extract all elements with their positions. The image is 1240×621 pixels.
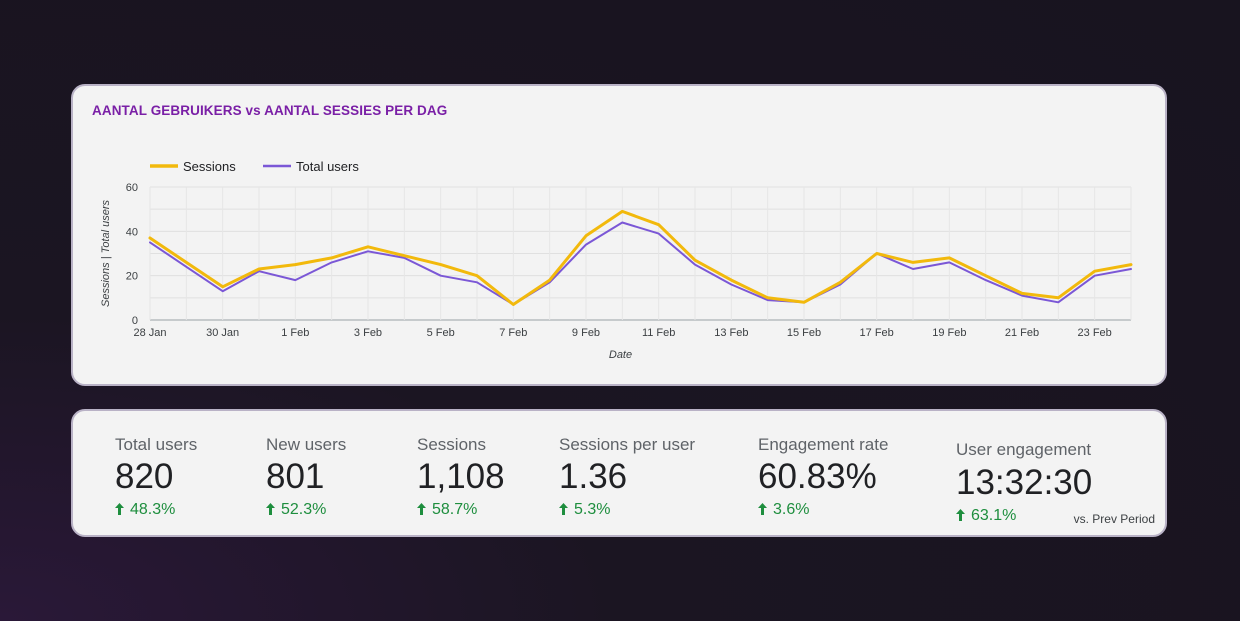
y-tick-label: 60 <box>126 182 138 194</box>
kpi-delta: 63.1% <box>956 507 1016 525</box>
y-tick-label: 40 <box>126 226 138 238</box>
kpi-delta: 3.6% <box>758 501 809 519</box>
chart-title: AANTAL GEBRUIKERS vs AANTAL SESSIES PER … <box>92 103 448 118</box>
kpi-scorecard: Total users 820 48.3% New users 801 52.3… <box>71 409 1167 537</box>
kpi-value: 1.36 <box>559 457 628 496</box>
kpi-label: New users <box>266 435 347 454</box>
arrow-up-icon <box>266 503 275 515</box>
kpi-value: 60.83% <box>758 457 877 496</box>
chart-card: AANTAL GEBRUIKERS vs AANTAL SESSIES PER … <box>71 84 1167 386</box>
kpi-delta-value: 52.3% <box>281 501 327 518</box>
x-tick-label: 7 Feb <box>499 327 527 339</box>
x-tick-label: 23 Feb <box>1078 327 1112 339</box>
arrow-up-icon <box>559 503 568 515</box>
kpi-delta: 52.3% <box>266 501 326 519</box>
line-chart: 0 20 40 60 28 Jan 30 Jan 1 Feb 3 Feb 5 Feb 7 Feb 9… <box>100 159 1133 361</box>
kpi-delta-value: 5.3% <box>574 501 611 518</box>
kpi-label: Sessions per user <box>559 435 696 454</box>
legend-label-total-users: Total users <box>296 159 359 174</box>
kpi-delta-value: 48.3% <box>130 501 176 518</box>
kpi-delta: 48.3% <box>115 501 175 519</box>
kpi-value: 13:32:30 <box>956 463 1093 502</box>
x-tick-label: 30 Jan <box>206 327 239 339</box>
x-tick-label: 1 Feb <box>281 327 309 339</box>
y-axis-title: Sessions | Total users <box>100 200 112 308</box>
kpi-label: Engagement rate <box>758 435 889 454</box>
kpi-value: 801 <box>266 457 325 496</box>
x-tick-label: 21 Feb <box>1005 327 1039 339</box>
y-tick-label: 0 <box>132 315 138 327</box>
legend-label-sessions: Sessions <box>183 159 236 174</box>
kpi-delta: 5.3% <box>559 501 610 519</box>
kpi-delta-value: 63.1% <box>971 507 1017 524</box>
x-tick-label: 28 Jan <box>133 327 166 339</box>
series-line-sessions <box>148 209 1133 306</box>
y-tick-label: 20 <box>126 271 138 283</box>
kpi-delta: 58.7% <box>417 501 477 519</box>
x-axis-title: Date <box>609 349 632 361</box>
kpi-label: Total users <box>115 435 198 454</box>
x-tick-label: 9 Feb <box>572 327 600 339</box>
x-tick-label: 11 Feb <box>642 327 675 339</box>
x-tick-label: 3 Feb <box>354 327 382 339</box>
x-tick-label: 13 Feb <box>714 327 748 339</box>
comparison-note: vs. Prev Period <box>1073 512 1155 526</box>
kpi-delta-value: 3.6% <box>773 501 810 518</box>
x-tick-label: 19 Feb <box>932 327 966 339</box>
kpi-label: Sessions <box>417 435 486 454</box>
kpi-value: 1,108 <box>417 457 505 496</box>
series-line-total-users <box>149 221 1132 306</box>
arrow-up-icon <box>115 503 124 515</box>
x-tick-label: 5 Feb <box>427 327 455 339</box>
x-tick-label: 17 Feb <box>860 327 894 339</box>
kpi-delta-value: 58.7% <box>432 501 478 518</box>
kpi-label: User engagement <box>956 440 1092 459</box>
arrow-up-icon <box>956 509 965 521</box>
arrow-up-icon <box>417 503 426 515</box>
x-tick-label: 15 Feb <box>787 327 821 339</box>
kpi-value: 820 <box>115 457 174 496</box>
arrow-up-icon <box>758 503 767 515</box>
